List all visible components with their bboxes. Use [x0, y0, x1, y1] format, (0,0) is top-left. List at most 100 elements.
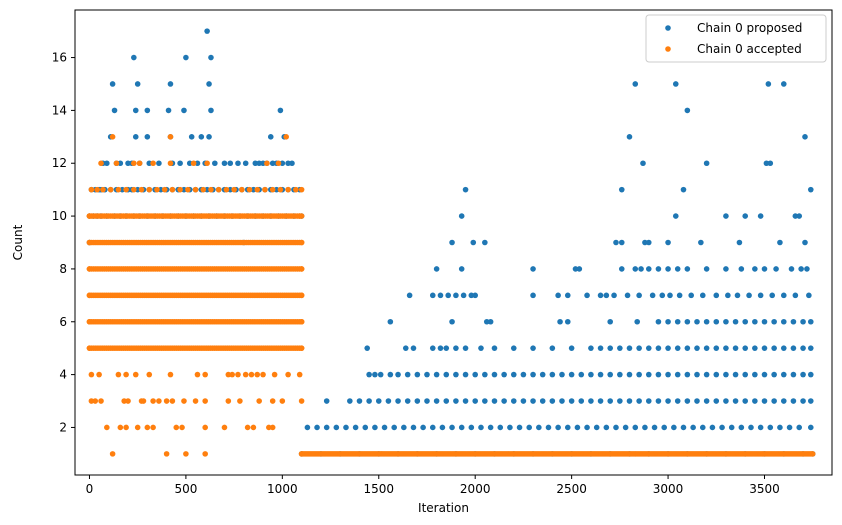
point-proposed	[387, 318, 394, 325]
point-proposed	[111, 107, 118, 114]
point-proposed	[676, 292, 683, 299]
point-proposed	[285, 160, 291, 167]
point-proposed	[800, 371, 806, 378]
point-proposed	[323, 398, 330, 404]
point-accepted	[109, 451, 116, 457]
point-proposed	[385, 398, 392, 404]
point-proposed	[732, 371, 739, 378]
point-accepted	[173, 424, 180, 431]
point-accepted	[298, 345, 305, 351]
point-proposed	[559, 371, 565, 378]
point-proposed	[414, 398, 421, 404]
point-proposed	[798, 266, 804, 272]
point-accepted	[98, 160, 104, 167]
point-proposed	[723, 371, 729, 378]
point-proposed	[117, 160, 124, 167]
point-proposed	[761, 318, 768, 325]
point-proposed	[564, 424, 571, 431]
point-accepted	[231, 186, 237, 193]
x-axis-label: Iteration	[418, 501, 469, 515]
point-accepted	[229, 371, 235, 378]
point-proposed	[462, 398, 469, 404]
point-proposed	[674, 266, 681, 272]
point-proposed	[277, 107, 284, 114]
point-proposed	[672, 81, 679, 87]
point-proposed	[796, 213, 803, 219]
point-proposed	[777, 239, 783, 246]
point-proposed	[713, 318, 720, 325]
point-proposed	[406, 292, 413, 299]
point-proposed	[748, 424, 754, 431]
point-accepted	[246, 186, 253, 193]
point-proposed	[607, 398, 614, 404]
point-proposed	[584, 292, 590, 299]
point-proposed	[564, 292, 571, 299]
point-proposed	[642, 424, 648, 431]
point-proposed	[607, 371, 614, 378]
point-proposed	[802, 239, 808, 246]
point-proposed	[742, 345, 749, 351]
point-proposed	[443, 398, 450, 404]
point-proposed	[649, 292, 656, 299]
point-proposed	[800, 318, 806, 325]
legend-label-accepted: Chain 0 accepted	[697, 42, 802, 56]
point-proposed	[574, 424, 581, 431]
point-proposed	[520, 398, 527, 404]
point-proposed	[771, 398, 777, 404]
point-proposed	[347, 398, 353, 404]
point-proposed	[645, 345, 652, 351]
point-proposed	[530, 345, 536, 351]
point-proposed	[516, 424, 523, 431]
point-proposed	[665, 239, 671, 246]
point-proposed	[487, 424, 494, 431]
point-accepted	[192, 186, 199, 193]
point-proposed	[366, 371, 372, 378]
point-proposed	[640, 160, 646, 167]
point-proposed	[767, 424, 774, 431]
point-proposed	[807, 424, 814, 431]
point-accepted	[167, 134, 174, 140]
point-proposed	[439, 424, 446, 431]
point-proposed	[458, 213, 465, 219]
point-proposed	[188, 134, 195, 140]
point-proposed	[636, 371, 642, 378]
point-proposed	[333, 424, 340, 431]
point-proposed	[636, 398, 642, 404]
point-proposed	[665, 318, 671, 325]
x-tick-label: 500	[174, 482, 197, 496]
point-proposed	[458, 266, 465, 272]
point-proposed	[578, 371, 585, 378]
point-proposed	[769, 292, 776, 299]
point-accepted	[223, 186, 230, 193]
point-proposed	[690, 424, 696, 431]
point-proposed	[395, 398, 401, 404]
point-proposed	[796, 424, 803, 431]
point-proposed	[667, 292, 673, 299]
point-accepted	[285, 186, 291, 193]
point-proposed	[780, 398, 787, 404]
point-proposed	[694, 345, 700, 351]
point-proposed	[501, 398, 507, 404]
point-accepted	[242, 371, 249, 378]
point-proposed	[703, 266, 710, 272]
point-accepted	[150, 424, 156, 431]
point-accepted	[169, 186, 176, 193]
point-proposed	[688, 292, 695, 299]
point-proposed	[680, 424, 687, 431]
point-proposed	[391, 424, 397, 431]
point-accepted	[192, 398, 199, 404]
point-proposed	[709, 424, 716, 431]
point-proposed	[728, 424, 735, 431]
point-proposed	[694, 318, 700, 325]
legend-label-proposed: Chain 0 proposed	[697, 21, 802, 35]
point-accepted	[88, 398, 95, 404]
point-proposed	[429, 345, 436, 351]
point-proposed	[181, 186, 187, 193]
point-accepted	[140, 398, 147, 404]
point-accepted	[208, 186, 214, 193]
point-accepted	[123, 186, 129, 193]
point-proposed	[449, 318, 455, 325]
point-proposed	[597, 398, 604, 404]
point-proposed	[501, 371, 507, 378]
point-proposed	[611, 292, 617, 299]
